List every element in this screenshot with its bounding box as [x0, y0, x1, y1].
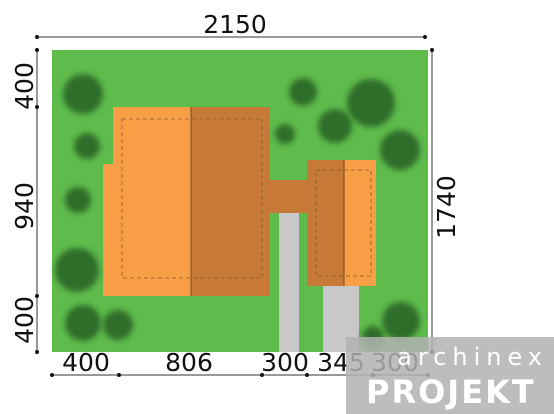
tree — [289, 78, 317, 106]
house-roof-left — [103, 107, 191, 296]
watermark-logo: archinex PROJEKT — [346, 337, 554, 414]
footpath — [279, 212, 299, 352]
tree — [275, 124, 295, 144]
dim-bottom-2: 806 — [165, 348, 213, 377]
watermark-top-text: archinex — [397, 343, 548, 371]
garage-walls-outline — [315, 169, 372, 277]
house-notch — [103, 107, 113, 164]
dim-left-bottom: 400 — [10, 296, 39, 344]
garage-roof-dark — [307, 160, 344, 286]
tree — [65, 187, 91, 213]
tree — [55, 248, 99, 292]
tree — [380, 130, 420, 170]
dim-left-middle: 940 — [10, 182, 39, 230]
dim-total-height: 1740 — [432, 175, 461, 239]
tree — [103, 310, 133, 340]
tree — [318, 109, 352, 143]
tree — [74, 133, 100, 159]
tree — [347, 79, 395, 127]
main-house — [103, 107, 270, 296]
watermark-bottom-text: PROJEKT — [366, 373, 536, 411]
connector-walkway — [270, 180, 307, 213]
dim-total-width: 2150 — [203, 10, 267, 39]
dim-left-top: 400 — [10, 62, 39, 110]
garage — [307, 160, 376, 286]
dim-bottom-1: 400 — [62, 348, 110, 377]
house-roof-right — [191, 107, 270, 296]
tree — [65, 305, 101, 341]
dim-bottom-3: 300 — [261, 348, 309, 377]
tree — [382, 302, 420, 340]
tree — [63, 74, 103, 114]
house-walls-outline — [121, 118, 263, 279]
